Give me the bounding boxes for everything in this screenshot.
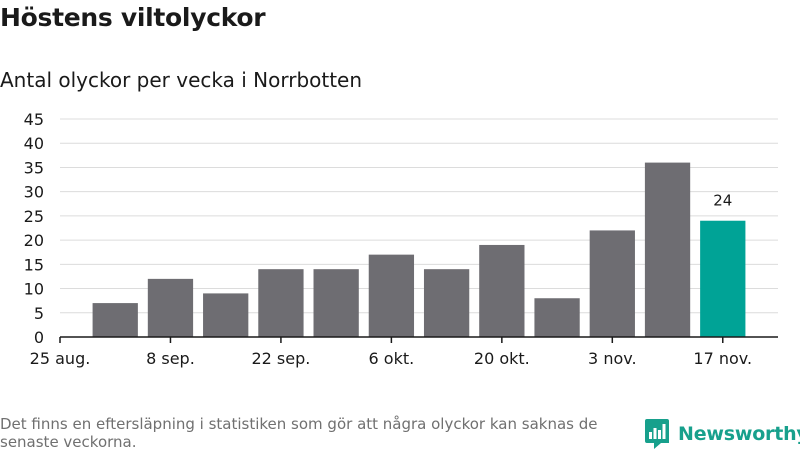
bar [92,303,138,337]
chart-title: Höstens viltolyckor [0,3,266,32]
bar [589,230,635,337]
bar [479,244,525,337]
bar [644,162,691,337]
y-tick-label: 40 [24,134,44,153]
x-tick-label: 25 aug. [30,349,91,368]
newsworthy-brand[interactable]: Newsworthy [645,419,800,449]
x-tick-label: 22 sep. [251,349,310,368]
bar [147,278,194,337]
x-tick-label: 8 sep. [146,349,195,368]
y-tick-label: 0 [34,328,44,347]
newsworthy-logo-icon [645,419,669,449]
bar [700,220,746,337]
y-tick-label: 45 [24,110,44,129]
x-tick-label: 3 nov. [588,349,637,368]
y-tick-label: 10 [24,280,44,299]
data-label: 24 [713,192,732,210]
y-tick-label: 15 [24,255,44,274]
x-tick-label: 17 nov. [693,349,752,368]
footnote: Det finns en eftersläpning i statistiken… [0,415,598,451]
bar [203,293,249,337]
y-tick-label: 5 [34,304,44,323]
y-tick-label: 30 [24,183,44,202]
bar [368,254,415,337]
bar [313,269,359,337]
chart-subtitle: Antal olyckor per vecka i Norrbotten [0,68,363,92]
y-tick-label: 20 [24,231,44,250]
y-tick-label: 35 [24,158,44,177]
bar [534,298,580,337]
bar-chart: 0 5 10 15 20 25 30 35 40 45 24 25 aug. 8 sep. 22 sep.… [24,110,778,368]
y-tick-label: 25 [24,207,44,226]
bar [258,269,304,337]
x-tick-label: 6 okt. [369,349,415,368]
bar [423,269,470,337]
x-tick-label: 20 okt. [474,349,530,368]
brand-name: Newsworthy [678,423,800,445]
